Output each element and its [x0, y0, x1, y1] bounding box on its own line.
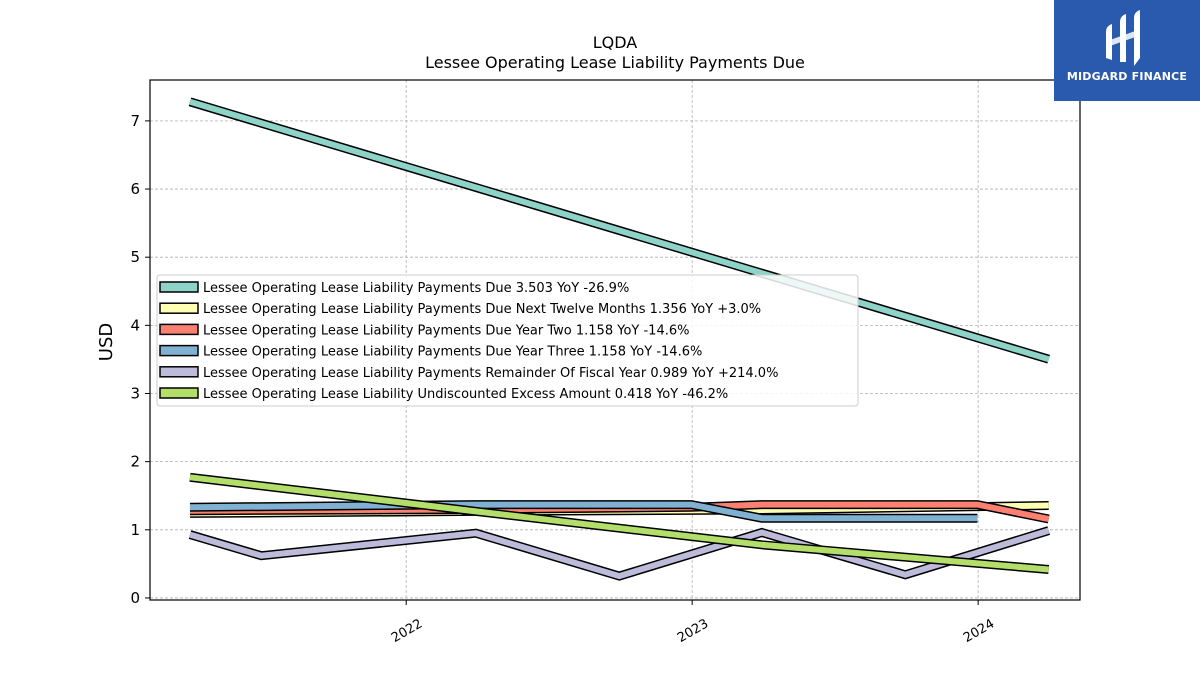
legend-swatch	[159, 281, 199, 293]
y-tick-label: 7	[130, 112, 140, 130]
y-tick-label: 0	[130, 589, 140, 607]
legend-label: Lessee Operating Lease Liability Payment…	[203, 281, 629, 296]
series-line-6	[189, 472, 1050, 574]
y-tick-label: 4	[130, 316, 140, 334]
x-tick-label: 2022	[389, 616, 425, 646]
legend-label: Lessee Operating Lease Liability Payment…	[203, 323, 689, 338]
logo-text: MIDGARD FINANCE	[1066, 70, 1188, 83]
y-tick-label: 3	[130, 384, 140, 402]
chart-subtitle: Lessee Operating Lease Liability Payment…	[425, 53, 805, 72]
legend-swatch	[159, 302, 199, 314]
logo-mark-icon	[1106, 10, 1140, 66]
legend-swatch	[159, 323, 199, 336]
legend-label: Lessee Operating Lease Liability Payment…	[203, 366, 778, 381]
legend-swatch	[159, 344, 199, 357]
series-line-1	[188, 97, 1050, 364]
brand-logo: MIDGARD FINANCE	[1054, 0, 1200, 101]
legend-label: Lessee Operating Lease Liability Payment…	[203, 345, 702, 360]
x-tick-label: 2023	[675, 616, 711, 646]
series-line-4	[189, 500, 978, 523]
legend-swatch	[159, 387, 199, 399]
y-tick-label: 6	[130, 180, 140, 198]
plot-frame	[149, 79, 1081, 601]
y-axis-label: USD	[96, 323, 117, 361]
legend: Lessee Operating Lease Liability Payment…	[156, 274, 859, 407]
series-line-5	[188, 526, 1051, 581]
x-tick-label: 2024	[961, 616, 997, 646]
y-tick-label: 1	[130, 521, 140, 539]
y-tick-label: 5	[130, 248, 140, 266]
chart-title: LQDA	[593, 33, 638, 52]
legend-swatch	[159, 366, 199, 378]
y-tick-label: 2	[130, 453, 140, 471]
legend-label: Lessee Operating Lease Liability Payment…	[203, 302, 761, 317]
legend-label: Lessee Operating Lease Liability Undisco…	[203, 387, 728, 402]
